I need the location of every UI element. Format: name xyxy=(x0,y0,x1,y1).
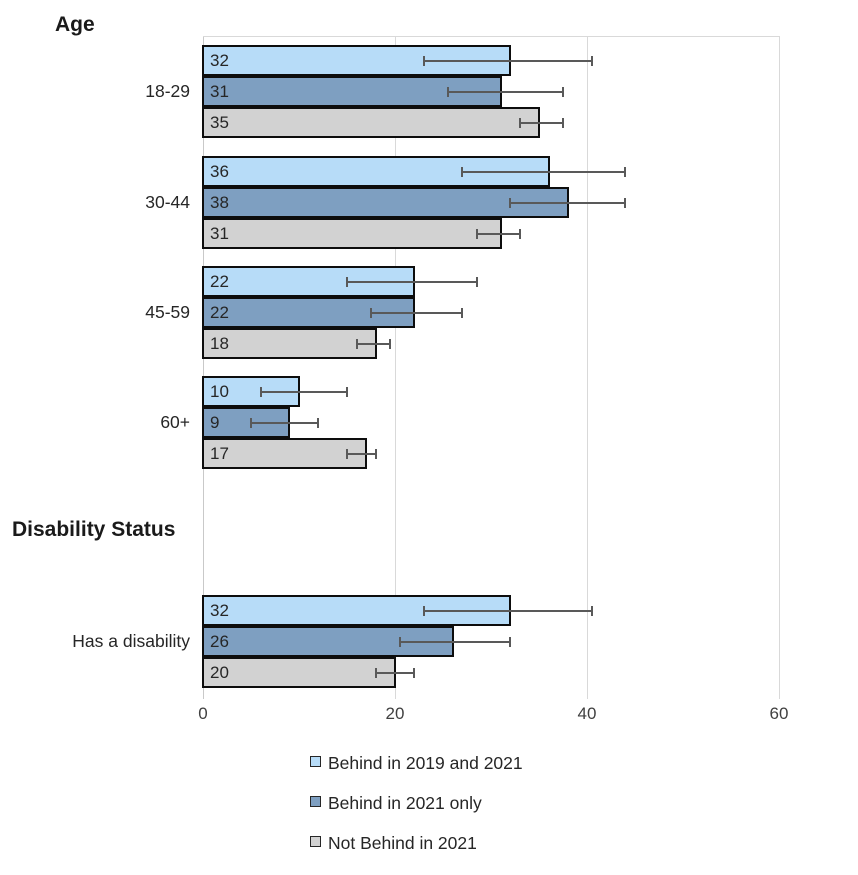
error-bar-cap-high xyxy=(389,338,392,349)
legend-marker-icon xyxy=(310,836,321,847)
error-bar-cap-low xyxy=(446,86,449,97)
error-bar xyxy=(251,421,319,424)
error-bar-cap-low xyxy=(509,197,512,208)
error-bar-cap-low xyxy=(461,166,464,177)
error-bar-cap-high xyxy=(461,307,464,318)
bar-value-label: 10 xyxy=(210,382,229,401)
bar-45-59-series-2 xyxy=(202,328,377,359)
bar-30-44-series-1 xyxy=(202,187,569,218)
bar-30-44-series-2 xyxy=(202,218,502,249)
error-bar-cap-high xyxy=(624,166,627,177)
bar-value-label: 32 xyxy=(210,51,229,70)
error-bar xyxy=(423,609,592,612)
error-bar-cap-low xyxy=(355,338,358,349)
legend-label: Not Behind in 2021 xyxy=(328,833,477,853)
bar-value-label: 31 xyxy=(210,82,229,101)
error-bar-cap-high xyxy=(624,197,627,208)
bar-value-label: 26 xyxy=(210,632,229,651)
error-bar-cap-low xyxy=(370,307,372,318)
category-label-30-44: 30-44 xyxy=(145,191,190,212)
error-bar-cap-low xyxy=(374,667,377,678)
error-bar-cap-high xyxy=(374,448,377,459)
error-bar-cap-low xyxy=(422,605,425,616)
category-label-60+: 60+ xyxy=(160,411,190,432)
section-header-disability-status: Disability Status xyxy=(12,518,176,541)
error-bar-cap-low xyxy=(398,636,401,647)
gridline-0 xyxy=(203,36,204,699)
error-bar-cap-high xyxy=(518,228,521,239)
x-axis-tick-20: 20 xyxy=(385,704,405,723)
error-bar xyxy=(447,90,563,93)
error-bar xyxy=(462,170,626,173)
error-bar xyxy=(519,121,563,124)
legend-marker-icon xyxy=(310,756,321,767)
category-label-45-59: 45-59 xyxy=(145,301,190,322)
error-bar xyxy=(347,280,477,283)
gridline-40 xyxy=(587,36,588,699)
bar-value-label: 35 xyxy=(210,113,229,132)
error-bar-cap-high xyxy=(590,55,593,66)
error-bar-cap-high xyxy=(562,86,564,97)
bar-value-label: 31 xyxy=(210,224,229,243)
error-bar xyxy=(510,201,626,204)
error-bar-cap-high xyxy=(413,667,416,678)
bar-value-label: 22 xyxy=(210,272,229,291)
x-axis-tick-0: 0 xyxy=(198,704,208,723)
error-bar-cap-low xyxy=(518,117,521,128)
bar-value-label: 38 xyxy=(210,193,229,212)
section-header-age: Age xyxy=(55,13,95,36)
x-axis-tick-40: 40 xyxy=(577,704,597,723)
error-bar xyxy=(399,640,511,643)
error-bar-cap-high xyxy=(475,276,478,287)
error-bar-cap-low xyxy=(422,55,425,66)
category-label-Has a disability: Has a disability xyxy=(72,630,190,651)
error-bar-cap-high xyxy=(562,117,564,128)
plot-top-border xyxy=(203,36,779,37)
bar-18-29-series-2 xyxy=(202,107,540,138)
bar-value-label: 20 xyxy=(210,663,229,682)
category-label-18-29: 18-29 xyxy=(145,80,190,101)
error-bar xyxy=(347,452,376,455)
legend-label: Behind in 2021 only xyxy=(328,793,482,813)
error-bar-cap-high xyxy=(317,417,320,428)
legend-marker-icon xyxy=(310,796,321,807)
bar-value-label: 9 xyxy=(210,413,220,432)
bar-value-label: 22 xyxy=(210,303,229,322)
x-axis-tick-60: 60 xyxy=(769,704,789,723)
gridline-20 xyxy=(395,36,396,699)
error-bar-cap-high xyxy=(590,605,593,616)
error-bar xyxy=(375,671,415,674)
error-bar-cap-low xyxy=(346,276,348,287)
gridline-60 xyxy=(779,36,780,699)
bar-value-label: 18 xyxy=(210,334,229,353)
bar-value-label: 17 xyxy=(210,444,229,463)
error-bar-cap-high xyxy=(346,386,348,397)
error-bar xyxy=(260,390,347,393)
error-bar-cap-low xyxy=(346,448,348,459)
error-bar-cap-low xyxy=(475,228,478,239)
bar-Has a disability-series-2 xyxy=(202,657,396,688)
error-bar xyxy=(371,311,463,314)
legend-label: Behind in 2019 and 2021 xyxy=(328,753,523,773)
error-bar-cap-low xyxy=(259,386,262,397)
bar-60+-series-2 xyxy=(202,438,368,469)
error-bar xyxy=(476,232,520,235)
error-bar xyxy=(356,342,391,345)
error-bar-cap-high xyxy=(509,636,512,647)
error-bar-cap-low xyxy=(250,417,252,428)
bar-value-label: 36 xyxy=(210,162,229,181)
bar-value-label: 32 xyxy=(210,601,229,620)
error-bar xyxy=(423,59,592,62)
